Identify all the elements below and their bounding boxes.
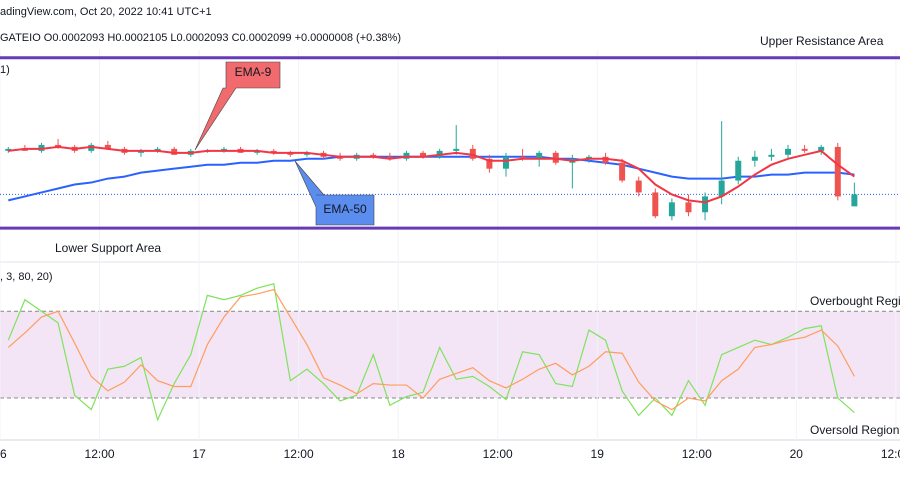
candle-body bbox=[785, 148, 792, 155]
candle-body bbox=[453, 148, 460, 151]
callout-label: EMA-9 bbox=[235, 65, 272, 79]
annotation: Overbought Region bbox=[810, 294, 900, 308]
overbought-oversold-band bbox=[0, 311, 900, 399]
symbol-line: GATEIO O0.0002093 H0.0002105 L0.0002093 … bbox=[0, 32, 401, 44]
candle-body bbox=[635, 180, 642, 193]
x-tick-label: 18 bbox=[391, 447, 405, 461]
line-series bbox=[7, 288, 855, 411]
x-tick-label: 12:00 bbox=[85, 447, 115, 461]
line-series bbox=[8, 145, 855, 204]
indicator-label: , 3, 80, 20) bbox=[0, 271, 53, 283]
candle-body bbox=[851, 194, 858, 207]
candle-body bbox=[668, 202, 675, 217]
candle-body bbox=[751, 156, 758, 161]
x-tick-label: 12:00 bbox=[284, 447, 314, 461]
legend-fragment: 1) bbox=[0, 64, 10, 76]
x-tick-label: 19 bbox=[591, 447, 605, 461]
candle-body bbox=[652, 192, 659, 217]
candle-body bbox=[718, 180, 725, 197]
candle-body bbox=[801, 148, 808, 151]
line-series bbox=[7, 283, 855, 422]
candle-body bbox=[536, 152, 543, 159]
ema50-callout bbox=[294, 160, 375, 226]
candle-body bbox=[685, 202, 692, 213]
callout-label: EMA-50 bbox=[323, 202, 367, 216]
annotation: Upper Resistance Area bbox=[760, 34, 884, 48]
x-tick-label: 20 bbox=[790, 447, 804, 461]
annotation: Oversold Region bbox=[810, 423, 899, 437]
candle-body bbox=[486, 158, 493, 169]
x-tick-label: 16 bbox=[0, 447, 7, 461]
x-tick-label: 12:00 bbox=[881, 447, 900, 461]
candle-body bbox=[735, 160, 742, 181]
x-tick-label: 17 bbox=[192, 447, 206, 461]
x-tick-label: 12:00 bbox=[682, 447, 712, 461]
candle-body bbox=[619, 162, 626, 181]
candle-body bbox=[502, 156, 509, 169]
candle-body bbox=[834, 146, 841, 197]
candle-body bbox=[818, 146, 825, 151]
candle-body bbox=[702, 196, 709, 213]
source-line: adingView.com, Oct 20, 2022 10:41 UTC+1 bbox=[0, 6, 212, 18]
x-tick-label: 12:00 bbox=[483, 447, 513, 461]
callouts: EMA-9 EMA-50 bbox=[194, 61, 375, 226]
ema9-callout bbox=[194, 61, 281, 151]
candle-body bbox=[768, 154, 775, 157]
candle-body bbox=[420, 152, 427, 157]
candle-body bbox=[104, 144, 111, 149]
annotation: Lower Support Area bbox=[55, 241, 161, 255]
